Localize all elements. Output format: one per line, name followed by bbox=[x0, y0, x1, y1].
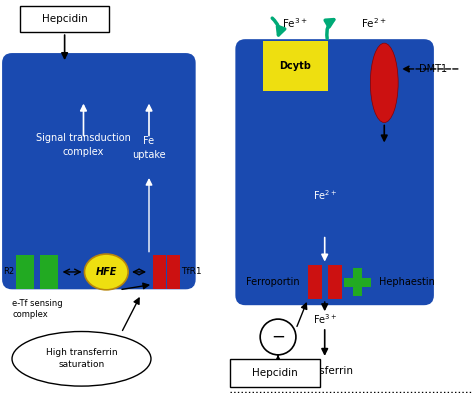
Bar bbox=[20, 6, 109, 32]
Bar bbox=[308, 264, 322, 299]
Bar bbox=[344, 278, 371, 287]
Bar bbox=[354, 268, 363, 296]
Ellipse shape bbox=[370, 43, 398, 123]
Bar bbox=[16, 255, 34, 289]
Text: Fe
uptake: Fe uptake bbox=[132, 136, 166, 160]
Text: Hepcidin: Hepcidin bbox=[252, 368, 298, 378]
Bar bbox=[20, 6, 109, 32]
Text: Fe$^{3+}$: Fe$^{3+}$ bbox=[312, 312, 337, 326]
Text: Fe$^{2+}$: Fe$^{2+}$ bbox=[361, 17, 387, 30]
Text: Signal transduction
complex: Signal transduction complex bbox=[36, 134, 131, 157]
Ellipse shape bbox=[12, 331, 151, 386]
Text: DMT1: DMT1 bbox=[419, 64, 447, 74]
Text: Fe$^{3+}$: Fe$^{3+}$ bbox=[282, 17, 308, 30]
Text: e-Tf sensing
complex: e-Tf sensing complex bbox=[12, 299, 63, 319]
Text: Ferroportin: Ferroportin bbox=[246, 277, 300, 287]
FancyBboxPatch shape bbox=[236, 39, 434, 305]
Bar bbox=[167, 255, 180, 289]
Text: High transferrin
saturation: High transferrin saturation bbox=[46, 348, 117, 369]
Bar bbox=[40, 255, 58, 289]
Bar bbox=[328, 264, 342, 299]
Text: −: − bbox=[271, 328, 285, 346]
Bar bbox=[153, 255, 166, 289]
Ellipse shape bbox=[260, 319, 296, 355]
Text: HFE: HFE bbox=[96, 267, 117, 277]
Text: Transferrin: Transferrin bbox=[297, 366, 353, 376]
Text: Hepcidin: Hepcidin bbox=[42, 14, 88, 24]
Text: Fe$^{2+}$: Fe$^{2+}$ bbox=[312, 188, 337, 202]
FancyBboxPatch shape bbox=[2, 53, 196, 289]
Ellipse shape bbox=[84, 254, 128, 290]
Text: Dcytb: Dcytb bbox=[280, 61, 311, 71]
Bar bbox=[230, 359, 320, 387]
Text: Hephaestin: Hephaestin bbox=[379, 277, 435, 287]
Bar bbox=[263, 41, 328, 91]
Text: R2: R2 bbox=[3, 268, 14, 277]
Text: TfR1: TfR1 bbox=[181, 268, 201, 277]
